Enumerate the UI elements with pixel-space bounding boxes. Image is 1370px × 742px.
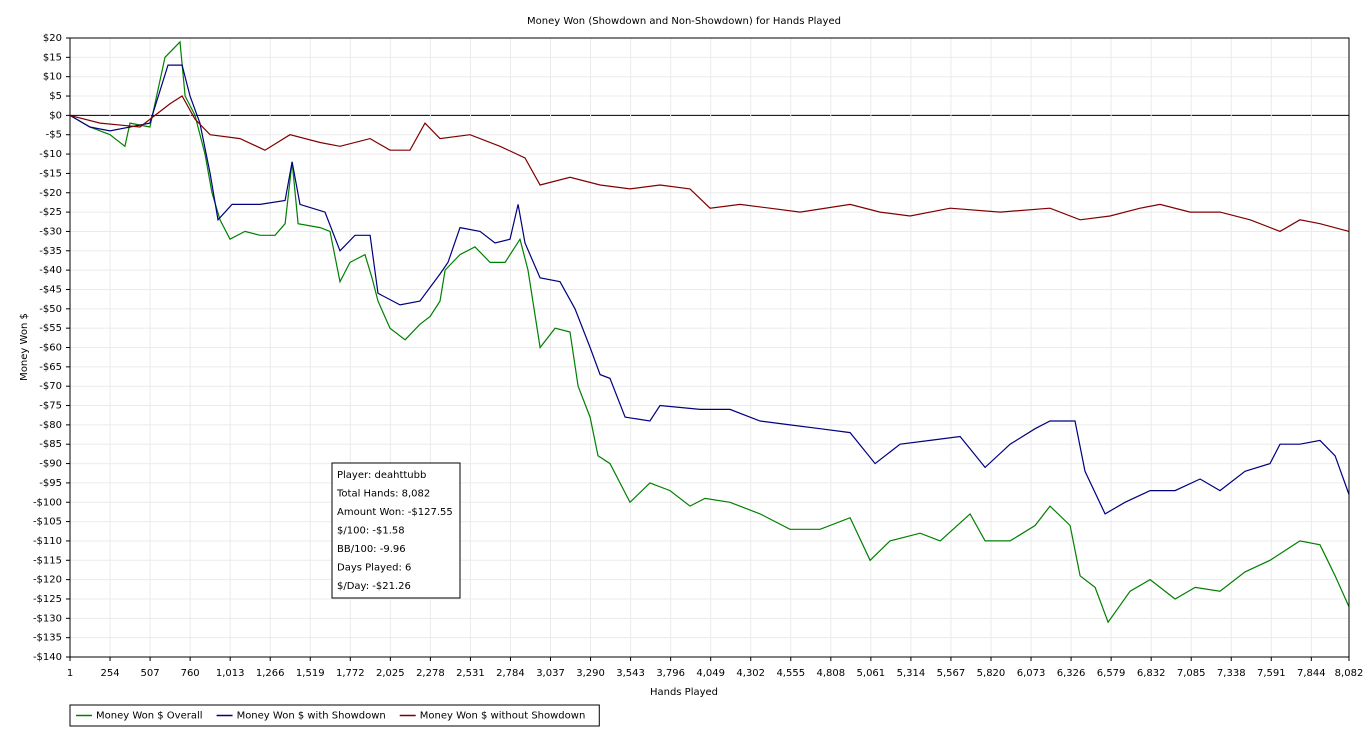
x-tick-label: 3,543 bbox=[616, 668, 645, 679]
y-tick-label: -$80 bbox=[39, 420, 62, 431]
x-tick-label: 4,555 bbox=[776, 668, 805, 679]
info-line: Player: deahttubb bbox=[337, 470, 426, 481]
info-box-frame bbox=[331, 462, 461, 599]
y-tick-label: -$105 bbox=[33, 517, 62, 528]
plot-frame bbox=[69, 37, 1350, 658]
info-line: Days Played: 6 bbox=[337, 563, 411, 574]
y-tick-label: -$10 bbox=[39, 149, 62, 160]
y-tick-label: -$110 bbox=[33, 536, 62, 547]
x-tick-label: 2,531 bbox=[456, 668, 485, 679]
x-tick-label: 6,073 bbox=[1017, 668, 1046, 679]
x-tick-label: 7,844 bbox=[1297, 668, 1326, 679]
y-tick-label: -$75 bbox=[39, 401, 62, 412]
y-tick-label: -$120 bbox=[33, 575, 62, 586]
x-tick-label: 1,013 bbox=[216, 668, 245, 679]
x-tick-label: 760 bbox=[181, 668, 200, 679]
x-tick-label: 3,037 bbox=[536, 668, 565, 679]
x-tick-label: 5,567 bbox=[937, 668, 966, 679]
legend-label: Money Won $ with Showdown bbox=[237, 711, 386, 722]
y-tick-label: -$45 bbox=[39, 284, 62, 295]
y-tick-label: -$130 bbox=[33, 613, 62, 624]
chart-title: Money Won (Showdown and Non-Showdown) fo… bbox=[527, 16, 841, 27]
y-tick-label: $15 bbox=[43, 52, 62, 63]
y-tick-label: -$100 bbox=[33, 497, 62, 508]
x-tick-label: 507 bbox=[141, 668, 160, 679]
y-tick-label: -$40 bbox=[39, 265, 62, 276]
x-tick-label: 7,338 bbox=[1217, 668, 1246, 679]
grid: $20 $15 $10 $5 $0 -$5 -$10 -$15 -$20 -$25 -$30 -$35… bbox=[33, 33, 1363, 679]
x-tick-label: 4,808 bbox=[816, 668, 845, 679]
x-tick-label: 5,314 bbox=[897, 668, 926, 679]
series-line bbox=[69, 64, 1350, 515]
legend-label: Money Won $ Overall bbox=[96, 711, 203, 722]
series-line bbox=[69, 95, 1350, 233]
x-tick-label: 1,266 bbox=[256, 668, 285, 679]
legend-label: Money Won $ without Showdown bbox=[420, 711, 586, 722]
x-tick-label: 4,049 bbox=[696, 668, 725, 679]
x-tick-label: 1,519 bbox=[296, 668, 325, 679]
info-line: Amount Won: -$127.55 bbox=[337, 507, 453, 518]
info-line: $/100: -$1.58 bbox=[337, 526, 405, 537]
y-tick-label: $10 bbox=[43, 72, 62, 83]
x-tick-label: 2,784 bbox=[496, 668, 525, 679]
legend: Money Won $ Overall Money Won $ with Show… bbox=[69, 704, 600, 727]
y-tick-label: $20 bbox=[43, 33, 62, 44]
x-tick-label: 7,591 bbox=[1257, 668, 1286, 679]
series-line bbox=[69, 40, 1350, 624]
x-tick-label: 6,326 bbox=[1057, 668, 1086, 679]
x-axis-label: Hands Played bbox=[650, 687, 718, 698]
y-tick-label: -$115 bbox=[33, 555, 62, 566]
x-tick-label: 5,061 bbox=[857, 668, 886, 679]
x-tick-label: 2,025 bbox=[376, 668, 405, 679]
x-tick-label: 2,278 bbox=[416, 668, 445, 679]
x-tick-label: 6,832 bbox=[1137, 668, 1166, 679]
y-tick-label: -$25 bbox=[39, 207, 62, 218]
y-tick-label: $0 bbox=[49, 110, 62, 121]
y-tick-label: -$60 bbox=[39, 343, 62, 354]
y-tick-label: -$95 bbox=[39, 478, 62, 489]
y-tick-label: -$140 bbox=[33, 652, 62, 663]
info-line: Total Hands: 8,082 bbox=[336, 489, 430, 500]
x-tick-label: 1 bbox=[67, 668, 73, 679]
legend-frame bbox=[69, 704, 600, 727]
y-tick-label: -$50 bbox=[39, 304, 62, 315]
x-tick-label: 7,085 bbox=[1177, 668, 1206, 679]
x-tick-label: 3,796 bbox=[656, 668, 685, 679]
y-axis-label: Money Won $ bbox=[19, 313, 30, 381]
y-tick-label: -$135 bbox=[33, 633, 62, 644]
x-tick-label: 5,820 bbox=[977, 668, 1006, 679]
y-tick-label: -$70 bbox=[39, 381, 62, 392]
x-tick-label: 254 bbox=[100, 668, 119, 679]
lines bbox=[69, 40, 1350, 624]
x-tick-label: 8,082 bbox=[1335, 668, 1364, 679]
x-tick-label: 6,579 bbox=[1097, 668, 1126, 679]
y-tick-label: -$55 bbox=[39, 323, 62, 334]
x-tick-label: 3,290 bbox=[576, 668, 605, 679]
y-tick-label: -$85 bbox=[39, 439, 62, 450]
info-line: $/Day: -$21.26 bbox=[337, 581, 411, 592]
y-tick-label: -$35 bbox=[39, 246, 62, 257]
x-tick-label: 4,302 bbox=[736, 668, 765, 679]
x-tick-label: 1,772 bbox=[336, 668, 365, 679]
y-tick-label: -$65 bbox=[39, 362, 62, 373]
y-tick-label: -$125 bbox=[33, 594, 62, 605]
y-tick-label: -$15 bbox=[39, 168, 62, 179]
info-box: Player: deahttubb Total Hands: 8,082 Amoun… bbox=[331, 462, 461, 599]
y-tick-label: -$90 bbox=[39, 459, 62, 470]
info-line: BB/100: -9.96 bbox=[337, 544, 406, 555]
y-tick-label: -$20 bbox=[39, 188, 62, 199]
y-tick-label: $5 bbox=[49, 91, 62, 102]
y-tick-label: -$5 bbox=[46, 130, 62, 141]
y-tick-label: -$30 bbox=[39, 226, 62, 237]
